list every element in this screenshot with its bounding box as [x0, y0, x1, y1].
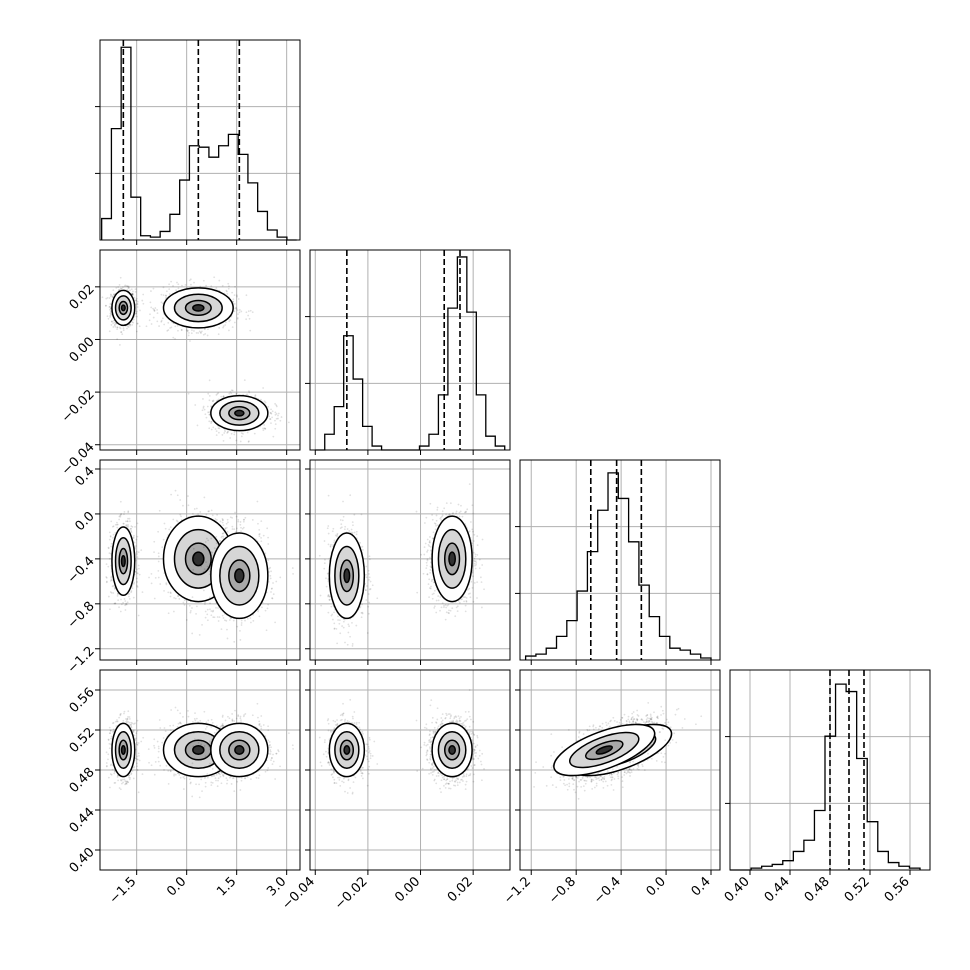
scatter-cloud — [101, 276, 290, 443]
y-tick-label: 0.02 — [67, 282, 98, 313]
x-tick-label: −1.2 — [501, 874, 534, 907]
y-tick-label: 0.52 — [67, 725, 98, 756]
y-tick-label: −0.8 — [65, 599, 98, 632]
scatter-cloud — [105, 489, 294, 643]
y-tick-label: −0.02 — [59, 387, 98, 426]
x-tick-label: 0.48 — [802, 874, 833, 905]
x-tick-label: 0.44 — [762, 874, 793, 905]
x-tick-label: 0.52 — [842, 874, 873, 905]
panel-frame — [519, 669, 721, 871]
scatter-cloud — [318, 483, 485, 647]
scatter-cloud — [533, 701, 703, 800]
histogram-0 — [101, 46, 297, 241]
y-tick-label: 0.0 — [72, 509, 97, 534]
density-contour — [120, 745, 126, 755]
histogram-2 — [524, 472, 712, 660]
density-contour — [192, 551, 205, 567]
x-tick-label: 0.0 — [164, 874, 189, 899]
y-tick-label: 0.56 — [67, 685, 98, 716]
x-tick-label: −0.8 — [546, 874, 579, 907]
x-tick-label: 1.5 — [214, 874, 239, 899]
panel-frame — [309, 669, 511, 871]
panel-frame — [519, 459, 721, 661]
scatter-panel-2-1 — [305, 459, 511, 665]
x-tick-label: 0.4 — [689, 874, 714, 899]
density-contour — [343, 745, 351, 755]
scatter-cloud — [105, 702, 294, 799]
density-contour — [595, 745, 613, 755]
x-tick-label: 0.40 — [722, 874, 753, 905]
density-contour — [448, 745, 457, 755]
panel-frame — [99, 39, 301, 241]
histogram-panel-1 — [305, 249, 511, 455]
density-contour — [448, 551, 457, 567]
x-tick-label: −0.04 — [279, 874, 318, 913]
panel-frame — [99, 249, 301, 451]
x-tick-label: −0.4 — [591, 874, 624, 907]
scatter-panel-2-0: −1.2−0.8−0.40.00.4 — [65, 459, 301, 677]
x-tick-label: −0.02 — [332, 874, 371, 913]
x-tick-label: 0.0 — [644, 874, 669, 899]
panel-frame — [99, 669, 301, 871]
histogram-3 — [730, 683, 921, 871]
scatter-panel-3-2: −1.2 −0.8 −0.4 0.0 0.4 — [501, 669, 721, 907]
y-tick-label: 0.48 — [67, 765, 98, 796]
histogram-1 — [315, 256, 506, 451]
density-contour — [192, 745, 205, 755]
panel-frame — [729, 669, 931, 871]
x-tick-label: −1.5 — [107, 874, 140, 907]
y-tick-label: 0.00 — [67, 335, 98, 366]
histogram-panel-0 — [95, 39, 301, 245]
density-contour — [120, 554, 126, 568]
density-contour — [234, 568, 245, 584]
y-tick-label: −0.4 — [65, 554, 98, 587]
scatter-panel-3-0: −1.5 0.0 1.5 3.00.400.440.480.520.56 — [67, 669, 301, 907]
density-contour — [234, 409, 245, 417]
y-tick-label: 0.40 — [67, 845, 98, 876]
scatter-panel-3-1: −0.04 −0.02 0.00 0.02 — [279, 669, 511, 913]
panel-frame — [99, 459, 301, 661]
density-contour — [343, 568, 351, 584]
scatter-panel-1-0: −0.04−0.020.000.02 — [59, 249, 301, 479]
x-tick-label: 0.00 — [392, 874, 423, 905]
histogram-panel-3: 0.40 0.44 0.48 0.52 0.56 — [722, 669, 931, 905]
x-tick-label: 0.56 — [882, 874, 913, 905]
histogram-panel-2 — [515, 459, 721, 665]
density-contour — [234, 745, 245, 755]
density-contour — [192, 303, 205, 312]
y-tick-label: −1.2 — [65, 644, 98, 677]
x-tick-label: 0.02 — [445, 874, 476, 905]
y-tick-label: 0.44 — [67, 805, 98, 836]
panel-frame — [309, 249, 511, 451]
panel-frame — [309, 459, 511, 661]
density-contour — [120, 304, 126, 312]
scatter-cloud — [318, 689, 485, 795]
